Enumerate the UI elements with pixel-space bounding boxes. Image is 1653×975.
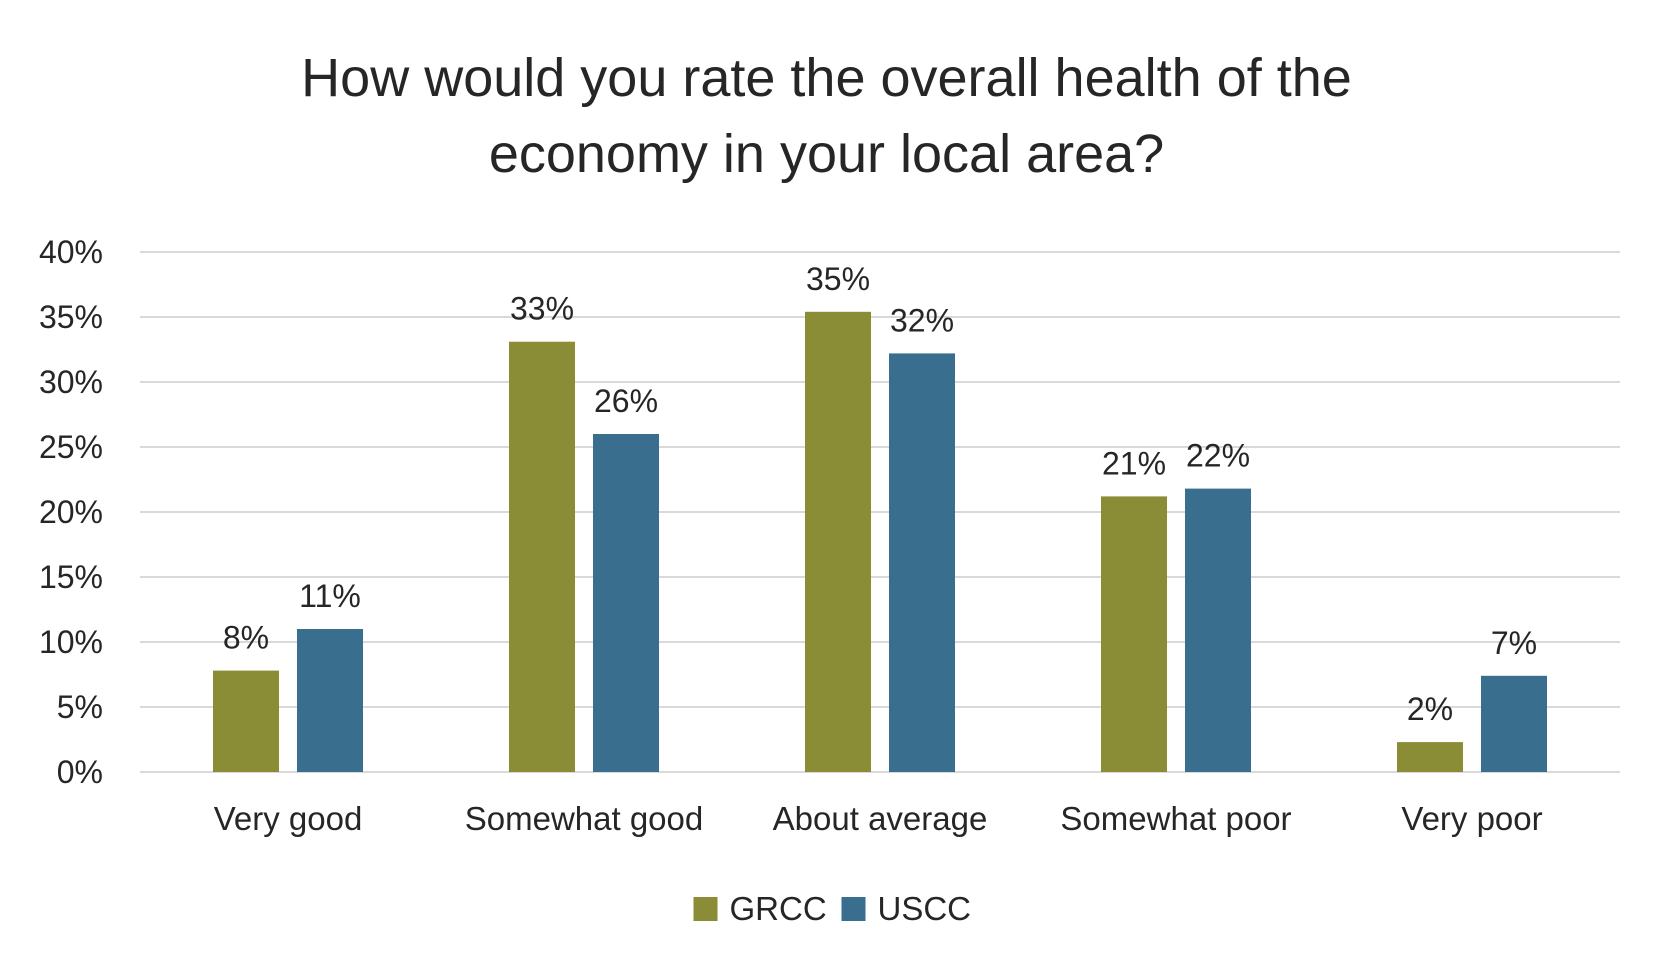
bar-grcc bbox=[1397, 742, 1463, 772]
bar-uscc bbox=[593, 434, 659, 772]
legend-swatch-uscc bbox=[841, 897, 866, 921]
bar-uscc bbox=[297, 629, 363, 772]
x-category-label: Somewhat poor bbox=[1060, 800, 1291, 837]
data-label: 32% bbox=[890, 302, 954, 338]
data-label: 26% bbox=[594, 383, 658, 419]
y-tick-label: 15% bbox=[39, 559, 103, 595]
data-label: 7% bbox=[1491, 625, 1537, 661]
chart-title: How would you rate the overall health of… bbox=[301, 48, 1352, 184]
bar-uscc bbox=[889, 353, 955, 772]
y-tick-label: 30% bbox=[39, 364, 103, 400]
x-category-label: Very poor bbox=[1401, 800, 1542, 837]
y-tick-label: 5% bbox=[57, 689, 103, 725]
legend-label-grcc: GRCC bbox=[730, 890, 827, 927]
y-tick-label: 10% bbox=[39, 624, 103, 660]
bar-uscc bbox=[1481, 675, 1547, 772]
x-category-label: Somewhat good bbox=[465, 800, 704, 837]
data-label: 11% bbox=[299, 578, 361, 614]
data-label: 22% bbox=[1186, 438, 1250, 474]
bar-grcc bbox=[213, 670, 279, 772]
data-label: 21% bbox=[1102, 445, 1166, 481]
bar-grcc bbox=[509, 341, 575, 772]
y-tick-label: 40% bbox=[39, 234, 103, 270]
data-label: 33% bbox=[510, 291, 574, 327]
bar-uscc bbox=[1185, 488, 1251, 772]
data-label: 8% bbox=[223, 620, 269, 656]
bar-grcc bbox=[805, 311, 871, 772]
x-category-label: About average bbox=[773, 800, 988, 837]
y-tick-label: 20% bbox=[39, 494, 103, 530]
bar-grcc bbox=[1101, 496, 1167, 772]
legend-label-uscc: USCC bbox=[878, 890, 972, 927]
x-category-label: Very good bbox=[214, 800, 363, 837]
y-tick-label: 35% bbox=[39, 299, 103, 335]
y-tick-label: 0% bbox=[57, 754, 103, 790]
y-tick-label: 25% bbox=[39, 429, 103, 465]
data-label: 2% bbox=[1407, 691, 1453, 727]
legend-swatch-grcc bbox=[693, 897, 718, 921]
data-label: 35% bbox=[806, 261, 870, 297]
